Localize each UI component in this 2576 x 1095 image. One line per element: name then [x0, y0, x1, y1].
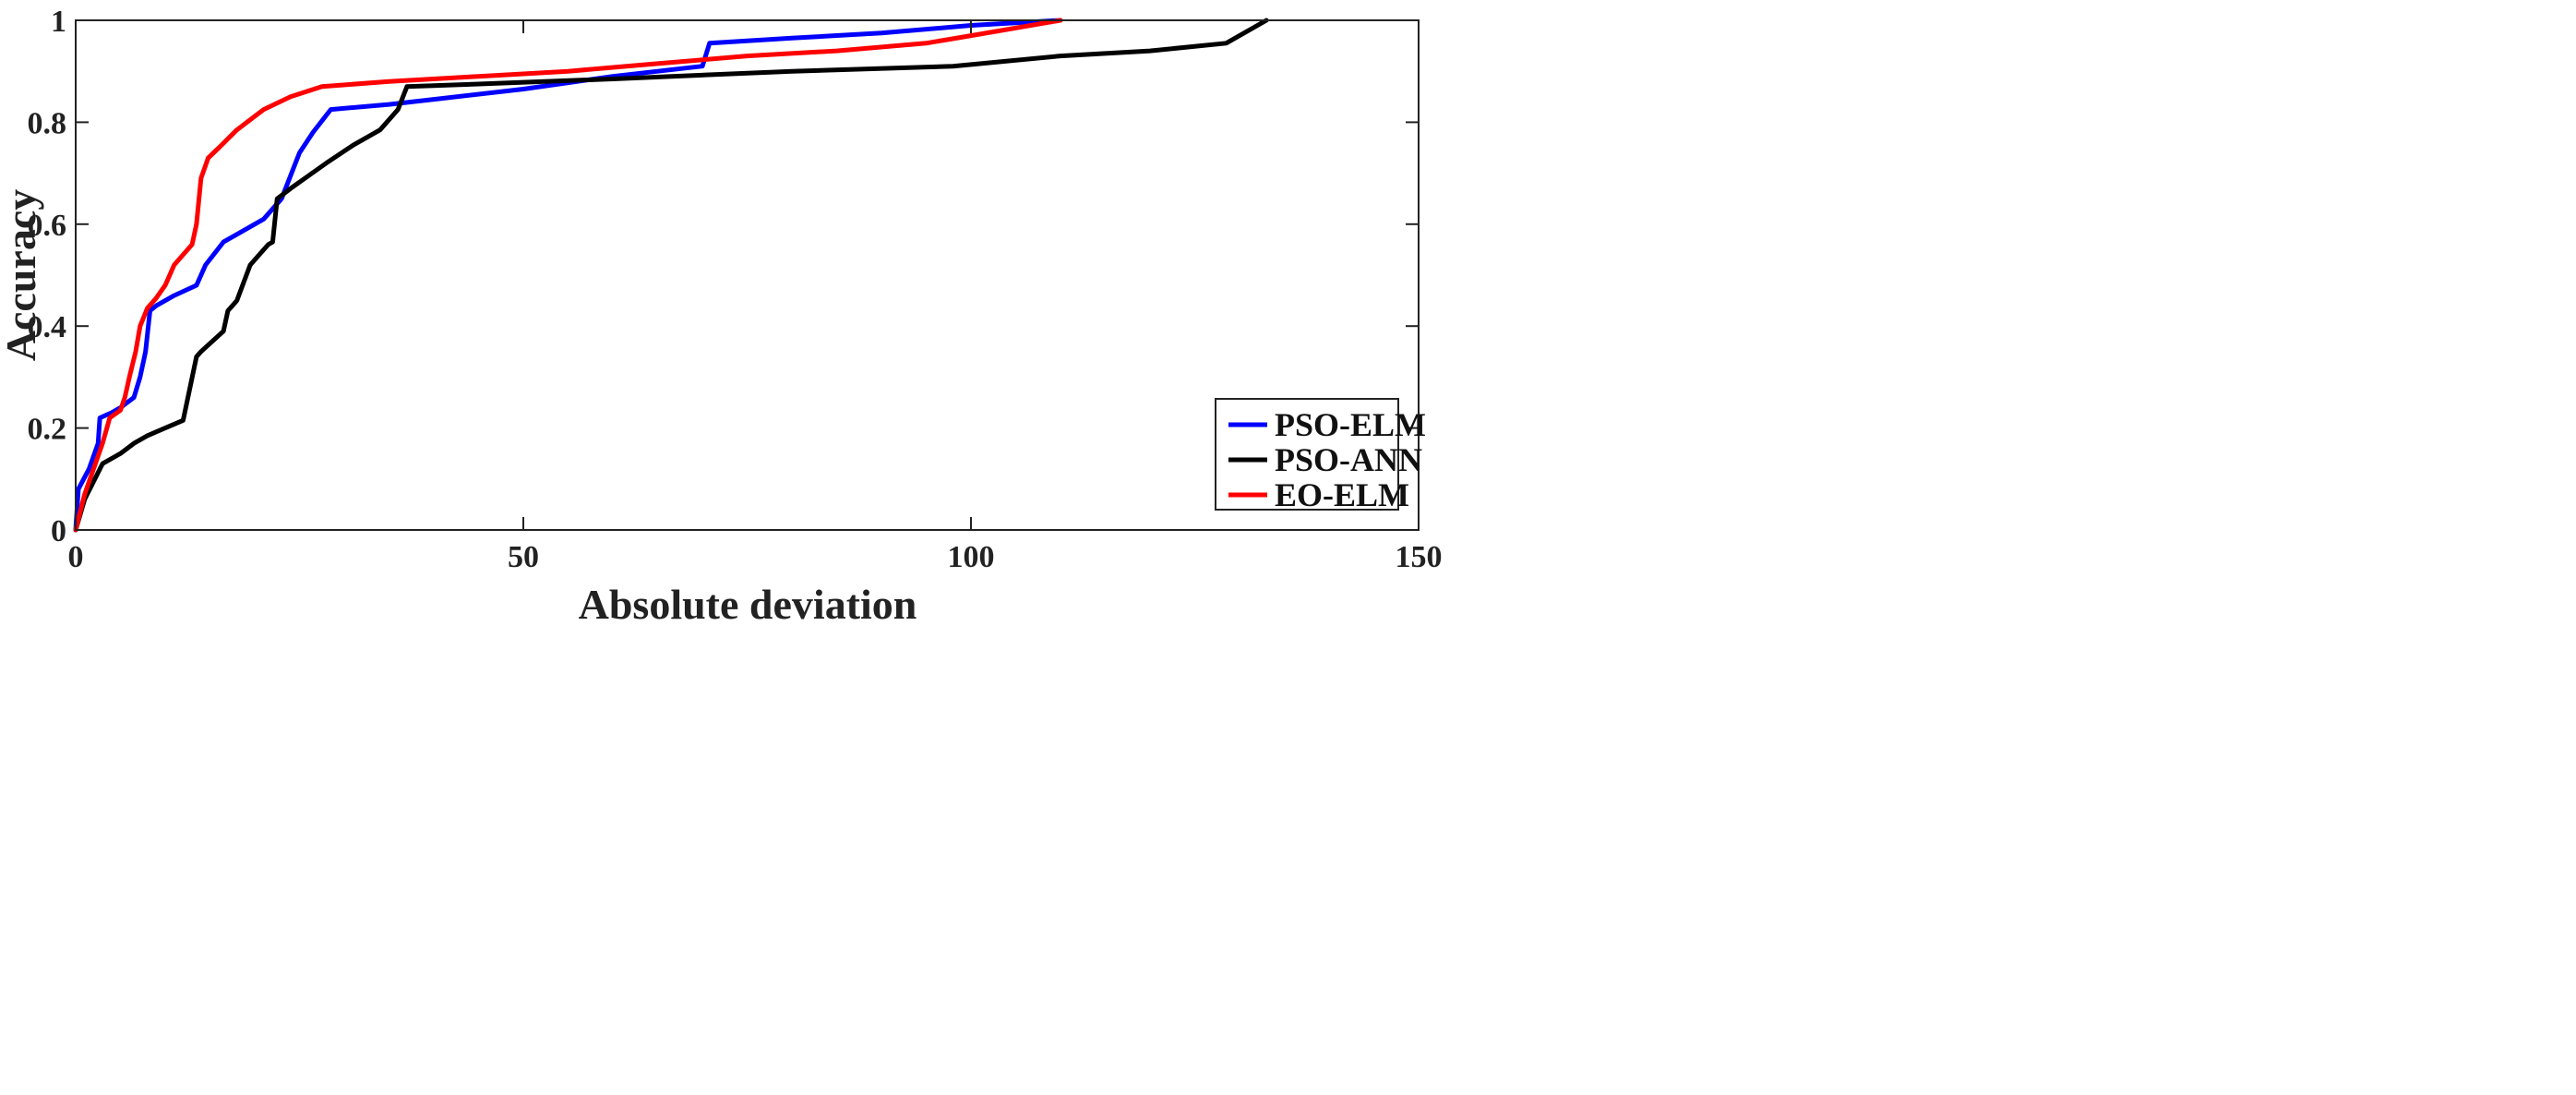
series-line-pso-ann — [73, 18, 1269, 533]
ticks-layer — [75, 19, 1420, 531]
plot-frame — [75, 19, 1420, 531]
y-tick-label-4: 0.8 — [28, 106, 67, 140]
series-layer — [73, 18, 1269, 533]
series-line-pso-elm — [73, 18, 1063, 533]
y-tick-label-5: 1 — [51, 5, 66, 39]
y-tick-label-1: 0.2 — [28, 413, 67, 447]
y-tick-label-0: 0 — [51, 514, 66, 548]
x-tick-label-0: 0 — [68, 540, 84, 574]
legend-box — [1215, 398, 1399, 511]
plot-area — [76, 20, 1419, 530]
series-line-eo-elm — [73, 18, 1063, 533]
x-axis-title: Absolute deviation — [579, 581, 917, 628]
legend-label-pso-elm: PSO-ELM — [1275, 406, 1426, 443]
y-axis-title: Accuracy — [0, 189, 44, 361]
x-tick-label-2: 100 — [948, 540, 995, 574]
x-tick-label-1: 50 — [508, 540, 539, 574]
legend-label-pso-ann: PSO-ANN — [1275, 441, 1422, 478]
y-tick-label-2: 0.4 — [28, 310, 67, 344]
legend-label-eo-elm: EO-ELM — [1275, 476, 1409, 513]
x-tick-label-3: 150 — [1396, 540, 1443, 574]
y-tick-label-3: 0.6 — [28, 209, 67, 243]
tick-labels-layer: 0 50 100 150 0 0.2 0.4 0.6 0.8 1 — [28, 5, 1443, 574]
